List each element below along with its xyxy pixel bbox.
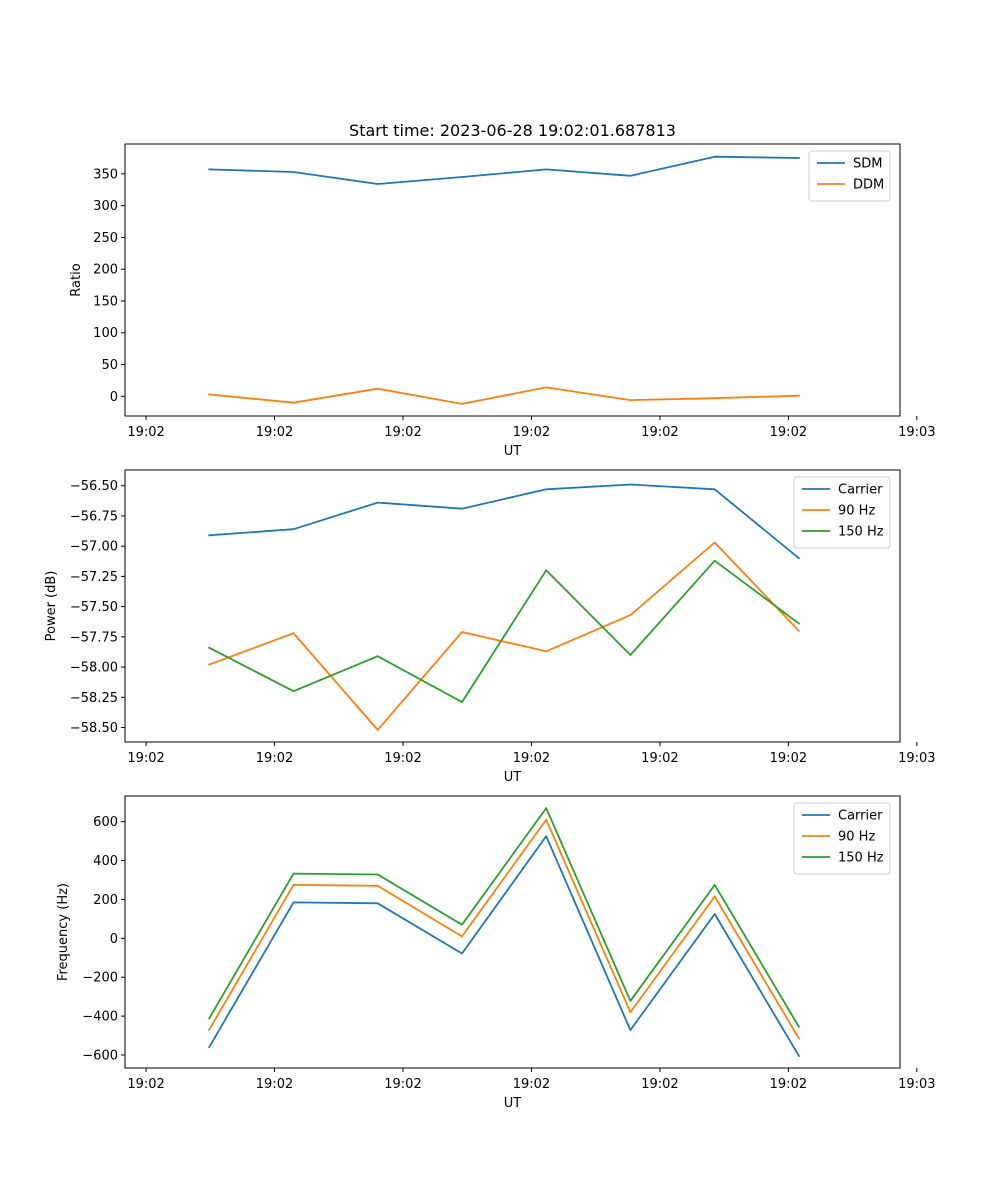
series-line-2-1 (208, 483, 801, 560)
x-tick-label: 19:02 (256, 1077, 293, 1092)
y-tick-label: −600 (82, 1048, 118, 1063)
y-tick-label: −400 (82, 1010, 118, 1025)
plot-frame (124, 795, 901, 1069)
y-tick-label: 300 (93, 199, 118, 214)
x-axis-label: UT (504, 770, 522, 785)
x-tick-label: 19:02 (770, 751, 807, 766)
x-tick-label: 19:02 (127, 751, 164, 766)
x-axis-label: UT (504, 444, 522, 459)
y-tick-label: 250 (93, 231, 118, 246)
y-tick-label: −200 (82, 971, 118, 986)
x-tick-label: 19:03 (898, 425, 935, 440)
legend-entry: Carrier (838, 483, 883, 498)
y-axis-label: Power (dB) (44, 571, 59, 642)
y-tick-label: −57.00 (70, 540, 118, 555)
y-tick-label: 100 (93, 326, 118, 341)
plot-frame (124, 469, 901, 743)
y-tick-label: 600 (93, 815, 118, 830)
y-tick-label: −57.75 (70, 630, 118, 645)
x-tick-label: 19:02 (641, 1077, 678, 1092)
series-line-1-1 (208, 155, 800, 185)
x-tick-label: 19:02 (256, 751, 293, 766)
x-tick-label: 19:03 (898, 751, 935, 766)
x-tick-label: 19:02 (384, 751, 421, 766)
y-tick-label: −57.25 (70, 570, 118, 585)
legend: Carrier 90 Hz 150 Hz (793, 802, 891, 875)
legend-entry: 150 Hz (838, 525, 884, 540)
series-line-3-2 (207, 818, 801, 1040)
x-axis-label: UT (504, 1096, 522, 1111)
x-tick-label: 19:02 (256, 425, 293, 440)
x-tick-label: 19:03 (898, 1077, 935, 1092)
x-tick-label: 19:02 (127, 1077, 164, 1092)
y-tick-label: 200 (93, 263, 118, 278)
series-line-2-3 (207, 559, 801, 703)
y-tick-label: −58.00 (70, 661, 118, 676)
y-tick-label: −58.25 (70, 691, 118, 706)
y-tick-label: −58.50 (70, 721, 118, 736)
legend-entry: 90 Hz (838, 504, 875, 519)
x-tick-label: 19:02 (384, 1077, 421, 1092)
y-tick-label: 0 (110, 390, 118, 405)
y-tick-label: −57.50 (70, 600, 118, 615)
legend-entry: SDM (853, 157, 882, 172)
x-tick-label: 19:02 (641, 425, 678, 440)
x-tick-label: 19:02 (127, 425, 164, 440)
y-tick-label: 50 (101, 358, 118, 373)
y-tick-label: −56.50 (70, 479, 118, 494)
series-line-2-2 (208, 541, 801, 731)
x-tick-label: 19:02 (641, 751, 678, 766)
y-tick-label: 150 (93, 294, 118, 309)
x-tick-label: 19:02 (513, 425, 550, 440)
x-tick-label: 19:02 (770, 425, 807, 440)
x-tick-label: 19:02 (770, 1077, 807, 1092)
y-tick-label: 200 (93, 893, 118, 908)
x-tick-label: 19:02 (384, 425, 421, 440)
y-axis-label: Frequency (Hz) (56, 883, 71, 981)
plot-frame (124, 143, 901, 417)
legend: SDM DDM (808, 150, 891, 202)
panel-2: 19:02 19:02 19:02 19:02 19:02 19:02 19:03 −58.5… (44, 469, 936, 785)
legend: Carrier 90 Hz 150 Hz (793, 476, 891, 549)
y-tick-label: 350 (93, 167, 118, 182)
panel-3: 19:02 19:02 19:02 19:02 19:02 19:02 19:03 −600 −… (56, 795, 936, 1111)
y-axis-label: Ratio (69, 263, 84, 296)
x-tick-label: 19:02 (513, 1077, 550, 1092)
series-line-3-3 (207, 807, 801, 1029)
legend-entry: 150 Hz (838, 851, 884, 866)
panel-1: 19:02 19:02 19:02 19:02 19:02 19:02 19:03 0 50 10… (69, 143, 936, 459)
legend-entry: DDM (853, 178, 884, 193)
legend-entry: 90 Hz (838, 830, 875, 845)
x-tick-label: 19:02 (513, 751, 550, 766)
y-tick-label: 0 (110, 932, 118, 947)
chart-title: Start time: 2023-06-28 19:02:01.687813 (349, 121, 676, 140)
series-line-3-1 (207, 835, 801, 1058)
legend-entry: Carrier (838, 809, 883, 824)
y-tick-label: −56.75 (70, 509, 118, 524)
series-line-1-2 (208, 386, 800, 405)
y-tick-label: 400 (93, 854, 118, 869)
